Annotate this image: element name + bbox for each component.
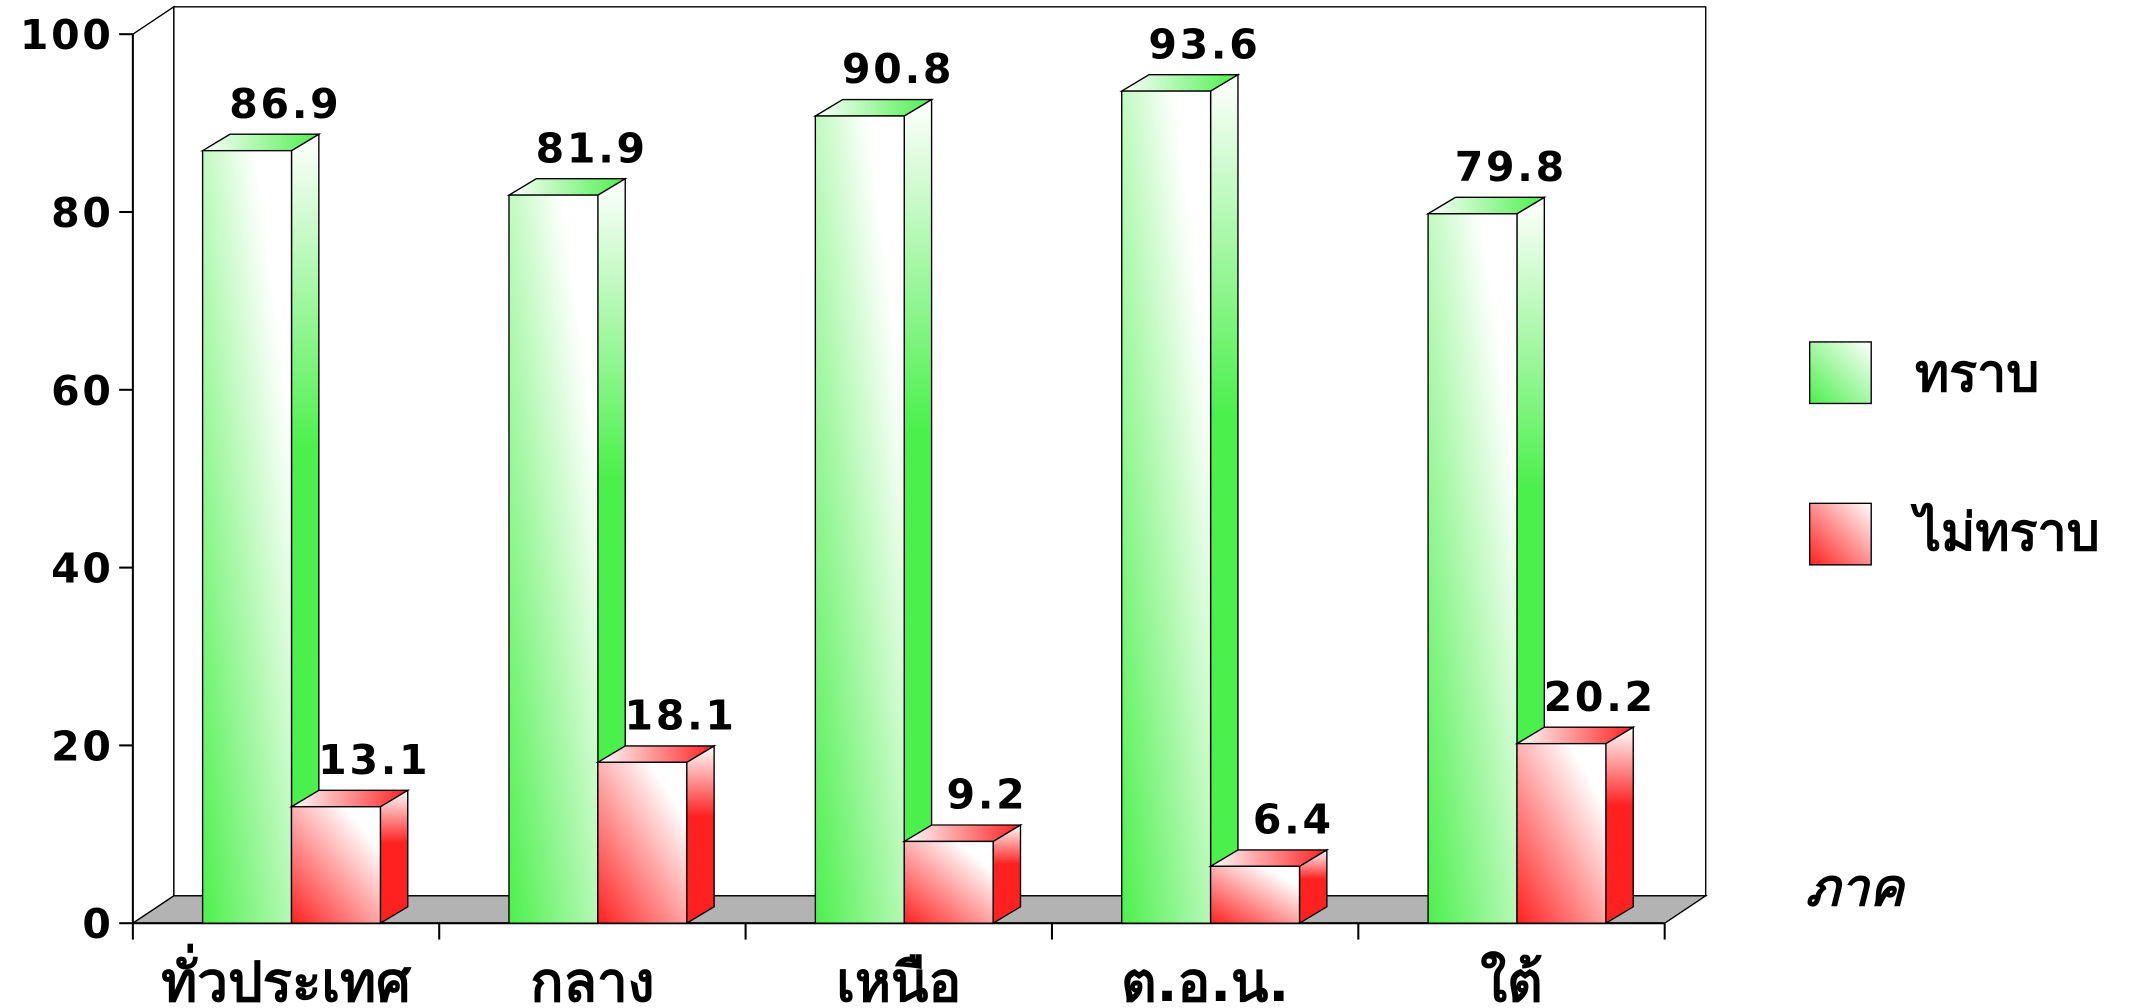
x-tick-label: กลาง [530, 950, 654, 1008]
legend-label-known: ทราบ [1915, 344, 2039, 404]
data-label: 20.2 [1544, 673, 1656, 721]
y-tick-label: 100 [20, 11, 114, 59]
data-label: 90.8 [842, 45, 954, 93]
bar-front-face [1427, 213, 1518, 924]
bar [506, 177, 628, 925]
bar-side-face [379, 789, 409, 925]
bar [289, 789, 411, 925]
bar [1119, 73, 1241, 925]
x-axis-title: ภาค [1806, 858, 1906, 918]
bar [1208, 848, 1330, 925]
legend-swatch-known [1808, 341, 1872, 405]
bar [200, 133, 322, 925]
bar-side-face [1209, 73, 1239, 925]
legend-label-unknown: ไม่ทราบ [1910, 502, 2100, 563]
x-tick-label: เหนือ [836, 950, 961, 1008]
bar-front-face [1209, 865, 1301, 924]
y-tick-label: 0 [82, 900, 113, 948]
bar-side-face [686, 744, 715, 925]
data-label: 79.8 [1455, 143, 1567, 191]
data-label: 13.1 [318, 736, 430, 784]
x-tick-label: ใต้ [1480, 950, 1542, 1008]
bar [1514, 726, 1636, 925]
bar [812, 98, 935, 925]
chart-plot-area: 0 20 40 60 80 100 ทั่วประเทศ 86.9 13.1 กลาง 81.9 18… [20, 5, 1708, 1008]
bar-front-face [1121, 90, 1212, 924]
y-tick-label: 80 [51, 189, 114, 237]
bar-front-face [290, 806, 382, 924]
y-tick-label: 20 [51, 722, 114, 770]
bar-front-face [814, 115, 905, 924]
y-tick-label: 40 [51, 545, 114, 593]
bar-front-face [1516, 742, 1607, 924]
legend: ทราบ ไม่ทราบ [1808, 341, 2100, 566]
bar-front-face [508, 194, 599, 924]
data-label: 9.2 [947, 771, 1028, 819]
data-label: 81.9 [536, 124, 648, 172]
x-tick-label: ต.อ.น. [1121, 950, 1289, 1008]
x-tick-label: ทั่วประเทศ [161, 944, 412, 1008]
bar-side-face [1605, 726, 1634, 925]
data-label: 93.6 [1148, 20, 1260, 68]
data-label: 86.9 [229, 80, 341, 128]
data-label: 6.4 [1253, 795, 1334, 843]
legend-swatch-unknown [1808, 502, 1872, 566]
data-label: 18.1 [625, 691, 737, 739]
bar-front-face [201, 149, 293, 924]
bar [595, 744, 717, 925]
bar-side-face [903, 98, 933, 925]
bar-front-face [903, 840, 994, 924]
bar [901, 823, 1023, 925]
left-wall [132, 5, 175, 925]
bar-front-face [597, 761, 688, 924]
y-tick-label: 60 [51, 367, 114, 415]
